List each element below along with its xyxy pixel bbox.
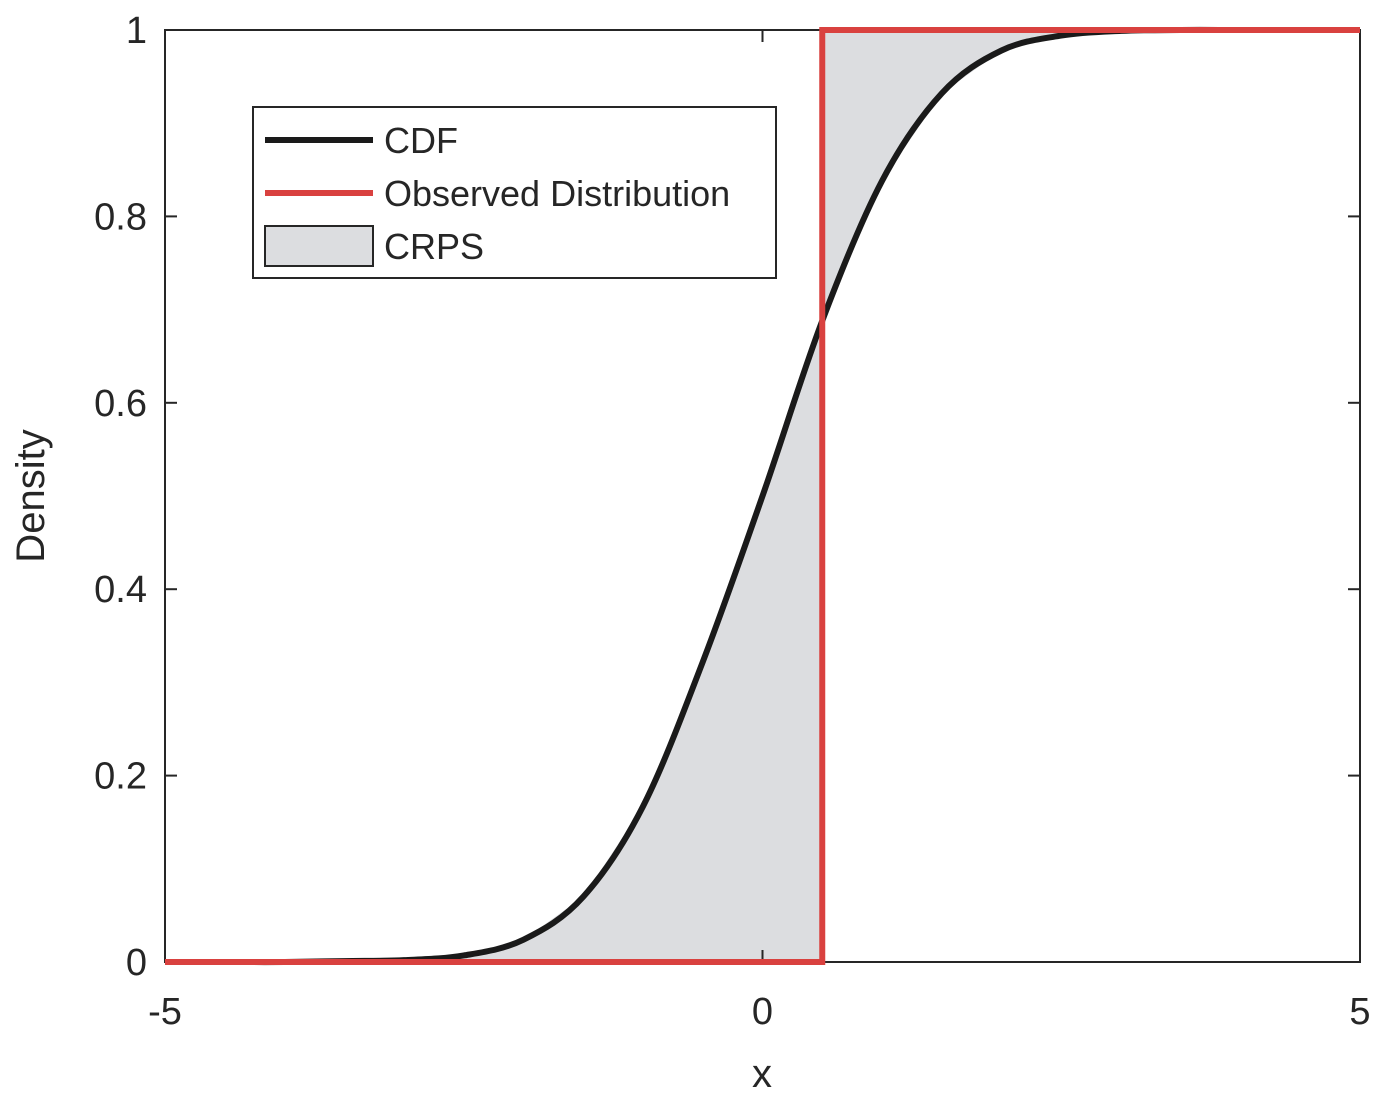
legend-label-observed-distribution: Observed Distribution bbox=[384, 173, 730, 214]
y-tick-label: 0.4 bbox=[94, 569, 147, 611]
legend-crps-swatch bbox=[264, 225, 374, 267]
tick-labels: -5 0 500.20.40.60.81 bbox=[94, 10, 1370, 1033]
x-axis-title: x bbox=[752, 1052, 772, 1094]
y-tick-label: 1 bbox=[126, 10, 147, 52]
x-tick-label: 0 bbox=[752, 991, 773, 1033]
legend-label-crps: CRPS bbox=[384, 226, 484, 267]
y-tick-label: 0.2 bbox=[94, 756, 147, 798]
x-tick-label: -5 bbox=[148, 991, 182, 1033]
x-tick-label: 5 bbox=[1349, 991, 1370, 1033]
legend: CDF Observed Distribution CRPS bbox=[252, 106, 777, 279]
y-tick-label: 0.6 bbox=[94, 383, 147, 425]
plot-area bbox=[164, 26, 1361, 966]
legend-label-cdf: CDF bbox=[384, 120, 458, 161]
y-axis-title: Density bbox=[9, 429, 53, 562]
y-tick-label: 0.8 bbox=[94, 196, 147, 238]
y-tick-label: 0 bbox=[126, 942, 147, 984]
observed-distribution-series-line bbox=[165, 27, 1360, 965]
